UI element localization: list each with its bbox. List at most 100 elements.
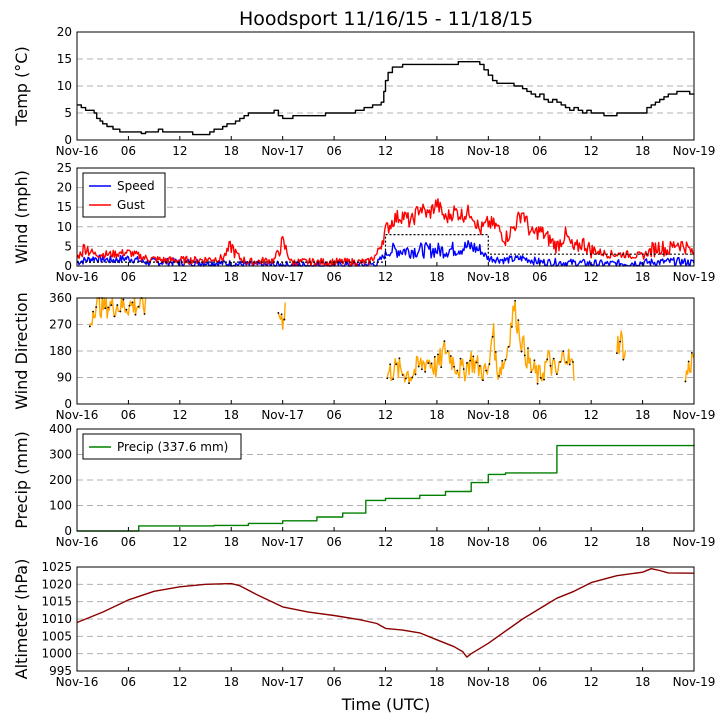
- direction-point: [565, 361, 568, 364]
- y-tick-label-altimeter: 995: [49, 664, 72, 678]
- direction-point: [514, 299, 517, 302]
- direction-point: [523, 354, 526, 357]
- direction-point: [110, 304, 113, 307]
- direction-point: [389, 363, 392, 366]
- y-tick-label-wind: 20: [57, 181, 72, 195]
- direction-point: [430, 362, 433, 365]
- direction-point: [119, 310, 122, 313]
- y-tick-label-direction: 270: [49, 318, 72, 332]
- direction-point: [459, 357, 462, 360]
- x-tick-label: 12: [584, 675, 599, 689]
- y-tick-label-wind: 15: [57, 200, 72, 214]
- x-tick-label: 18: [429, 270, 444, 284]
- direction-point: [280, 313, 283, 316]
- y-axis-title-direction: Wind Direction: [12, 292, 31, 410]
- direction-point: [88, 325, 91, 328]
- direction-point: [527, 347, 529, 350]
- y-tick-label-altimeter: 1020: [41, 577, 72, 591]
- y-tick-label-altimeter: 1025: [41, 560, 72, 574]
- x-tick-label: 18: [429, 675, 444, 689]
- direction-point: [539, 377, 542, 379]
- direction-point: [440, 366, 443, 369]
- y-tick-label-precip: 100: [49, 499, 72, 513]
- series-line-direction: [89, 297, 147, 327]
- direction-point: [472, 355, 475, 358]
- direction-point: [684, 380, 687, 383]
- direction-point: [488, 363, 491, 365]
- x-tick-label: 18: [635, 270, 650, 284]
- direction-point: [116, 304, 119, 306]
- direction-point: [615, 352, 618, 355]
- x-tick-label: Nov-18: [467, 144, 510, 158]
- y-tick-label-wind: 25: [57, 161, 72, 175]
- x-tick-label: 12: [172, 408, 187, 422]
- x-tick-label: 18: [224, 535, 239, 549]
- direction-point: [137, 305, 140, 308]
- direction-point: [533, 359, 536, 362]
- direction-point: [401, 374, 404, 376]
- direction-point: [421, 368, 423, 371]
- direction-point: [475, 361, 478, 364]
- direction-point: [482, 379, 484, 382]
- x-tick-label: 18: [224, 270, 239, 284]
- x-tick-label: 12: [584, 408, 599, 422]
- direction-point: [559, 360, 562, 363]
- direction-point: [494, 351, 497, 353]
- direction-point: [501, 359, 504, 362]
- x-tick-label: Nov-17: [261, 408, 304, 422]
- x-tick-label: Nov-17: [261, 144, 304, 158]
- series-line-direction: [616, 330, 627, 361]
- panel-altimeter: 995 1000 1005 1010 1015 1020 1025 Altimeter (hP…: [12, 559, 715, 689]
- x-tick-label: 06: [532, 675, 547, 689]
- y-tick-label-direction: 360: [49, 291, 72, 305]
- x-tick-label: 06: [326, 408, 341, 422]
- direction-point: [510, 325, 513, 328]
- y-tick-label-precip: 400: [49, 422, 72, 436]
- x-tick-label: 06: [326, 270, 341, 284]
- direction-point: [404, 377, 407, 380]
- x-tick-label: 12: [584, 535, 599, 549]
- direction-point: [517, 319, 520, 322]
- direction-point: [95, 306, 98, 309]
- series-line-temp: [77, 61, 694, 136]
- y-tick-label-altimeter: 1000: [41, 647, 72, 661]
- direction-point: [437, 353, 439, 356]
- series-line-precip: [77, 444, 695, 532]
- series-line-direction: [684, 352, 695, 382]
- x-tick-label: Nov-16: [56, 144, 99, 158]
- x-tick-label: 18: [429, 144, 444, 158]
- y-tick-label-temp: 5: [64, 106, 72, 120]
- panel-precip: 0 100 200 300 400 Precip (mm) Nov-16 06 12 18 Nov-…: [12, 422, 715, 549]
- direction-point: [530, 371, 533, 374]
- y-tick-label-precip: 0: [64, 524, 72, 538]
- direction-point: [555, 373, 558, 376]
- y-tick-label-altimeter: 1010: [41, 612, 72, 626]
- x-tick-label: 18: [224, 144, 239, 158]
- x-tick-label: 06: [121, 535, 136, 549]
- x-tick-label: 06: [532, 408, 547, 422]
- direction-point: [131, 301, 134, 304]
- x-tick-label: 06: [326, 535, 341, 549]
- direction-point: [395, 363, 398, 366]
- x-tick-label: Nov-19: [673, 270, 716, 284]
- direction-point: [453, 365, 455, 368]
- x-tick-label: 06: [326, 675, 341, 689]
- x-tick-label: Nov-16: [56, 535, 99, 549]
- x-tick-label: 18: [224, 675, 239, 689]
- direction-point: [485, 369, 488, 372]
- direction-point: [128, 304, 131, 307]
- x-tick-label: 06: [121, 270, 136, 284]
- y-tick-label-temp: 0: [64, 133, 72, 147]
- direction-point: [619, 340, 621, 343]
- x-tick-label: Nov-16: [56, 675, 99, 689]
- direction-point: [443, 340, 446, 343]
- series-line-wind: [76, 240, 695, 267]
- direction-point: [417, 365, 420, 368]
- direction-point: [92, 310, 94, 313]
- y-tick-label-temp: 15: [57, 52, 72, 66]
- chart-title: Hoodsport 11/16/15 - 11/18/15: [239, 8, 533, 30]
- x-tick-label: 18: [224, 408, 239, 422]
- direction-point: [622, 358, 625, 361]
